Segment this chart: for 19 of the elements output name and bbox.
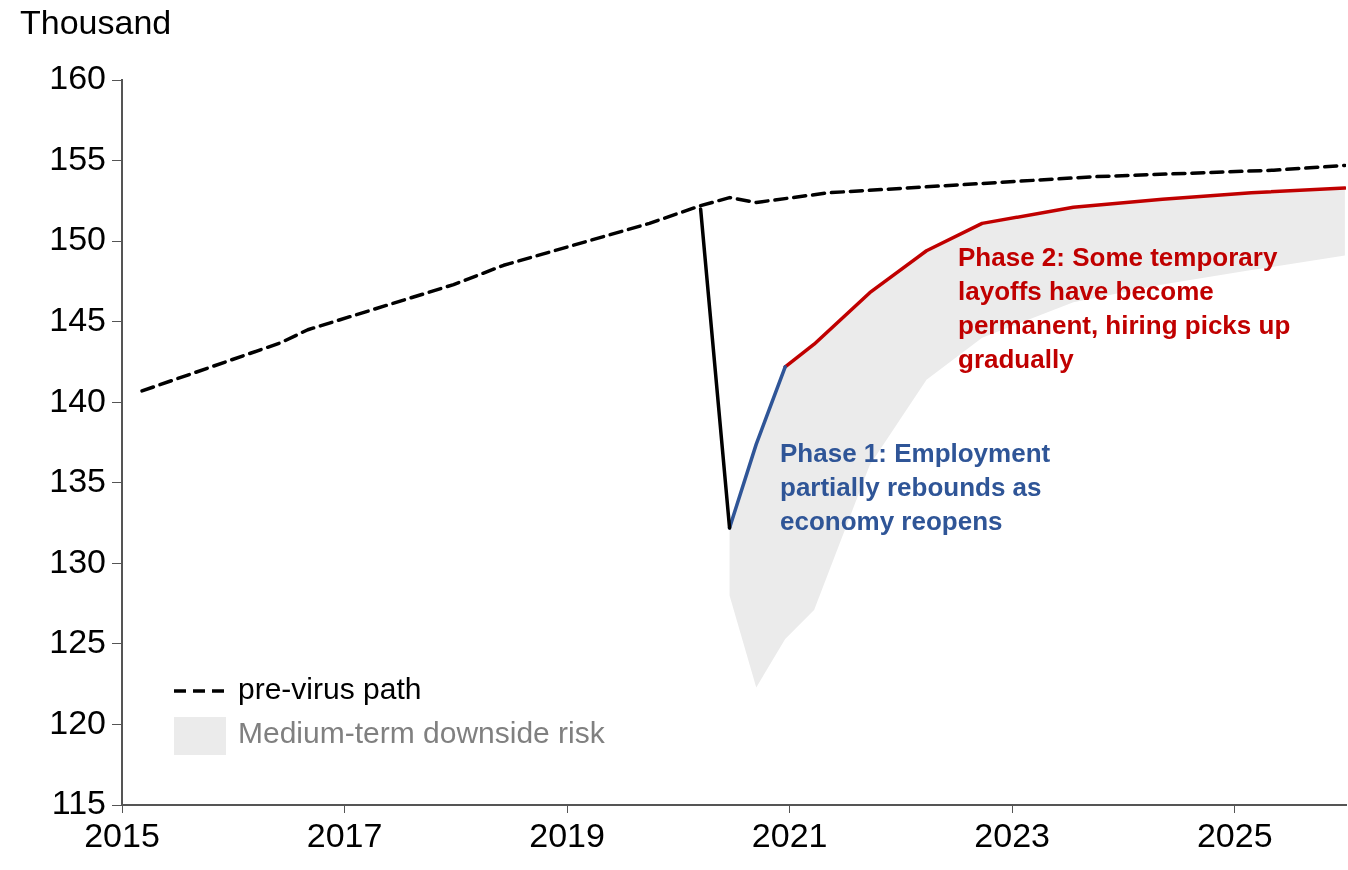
- y-tick-label: 150: [49, 219, 106, 258]
- legend-label: Medium-term downside risk: [238, 716, 606, 750]
- y-tick-label: 145: [49, 300, 106, 339]
- y-tick-label: 140: [49, 380, 106, 419]
- annotation: Phase 1: Employment partially rebounds as economy reopens: [780, 438, 1051, 537]
- x-tick-label: 2025: [1196, 815, 1273, 854]
- y-tick-label: 120: [49, 702, 106, 741]
- annotation: Phase 2: Some temporary layoffs have become permanent, hiring picks up gradually: [958, 242, 1291, 375]
- x-tick-label: 2019: [529, 815, 605, 854]
- y-axis-title: Thousand: [20, 3, 172, 42]
- x-tick-label: 2017: [306, 815, 383, 854]
- x-tick-label: 2021: [751, 815, 828, 854]
- y-tick-label: 125: [49, 622, 106, 661]
- y-tick-label: 130: [49, 541, 106, 580]
- y-tick-label: 135: [49, 461, 106, 500]
- y-tick-label: 160: [49, 58, 106, 97]
- legend-label: pre-virus path: [238, 672, 422, 706]
- x-tick-label: 2023: [974, 815, 1050, 854]
- y-tick-label: 155: [49, 138, 106, 177]
